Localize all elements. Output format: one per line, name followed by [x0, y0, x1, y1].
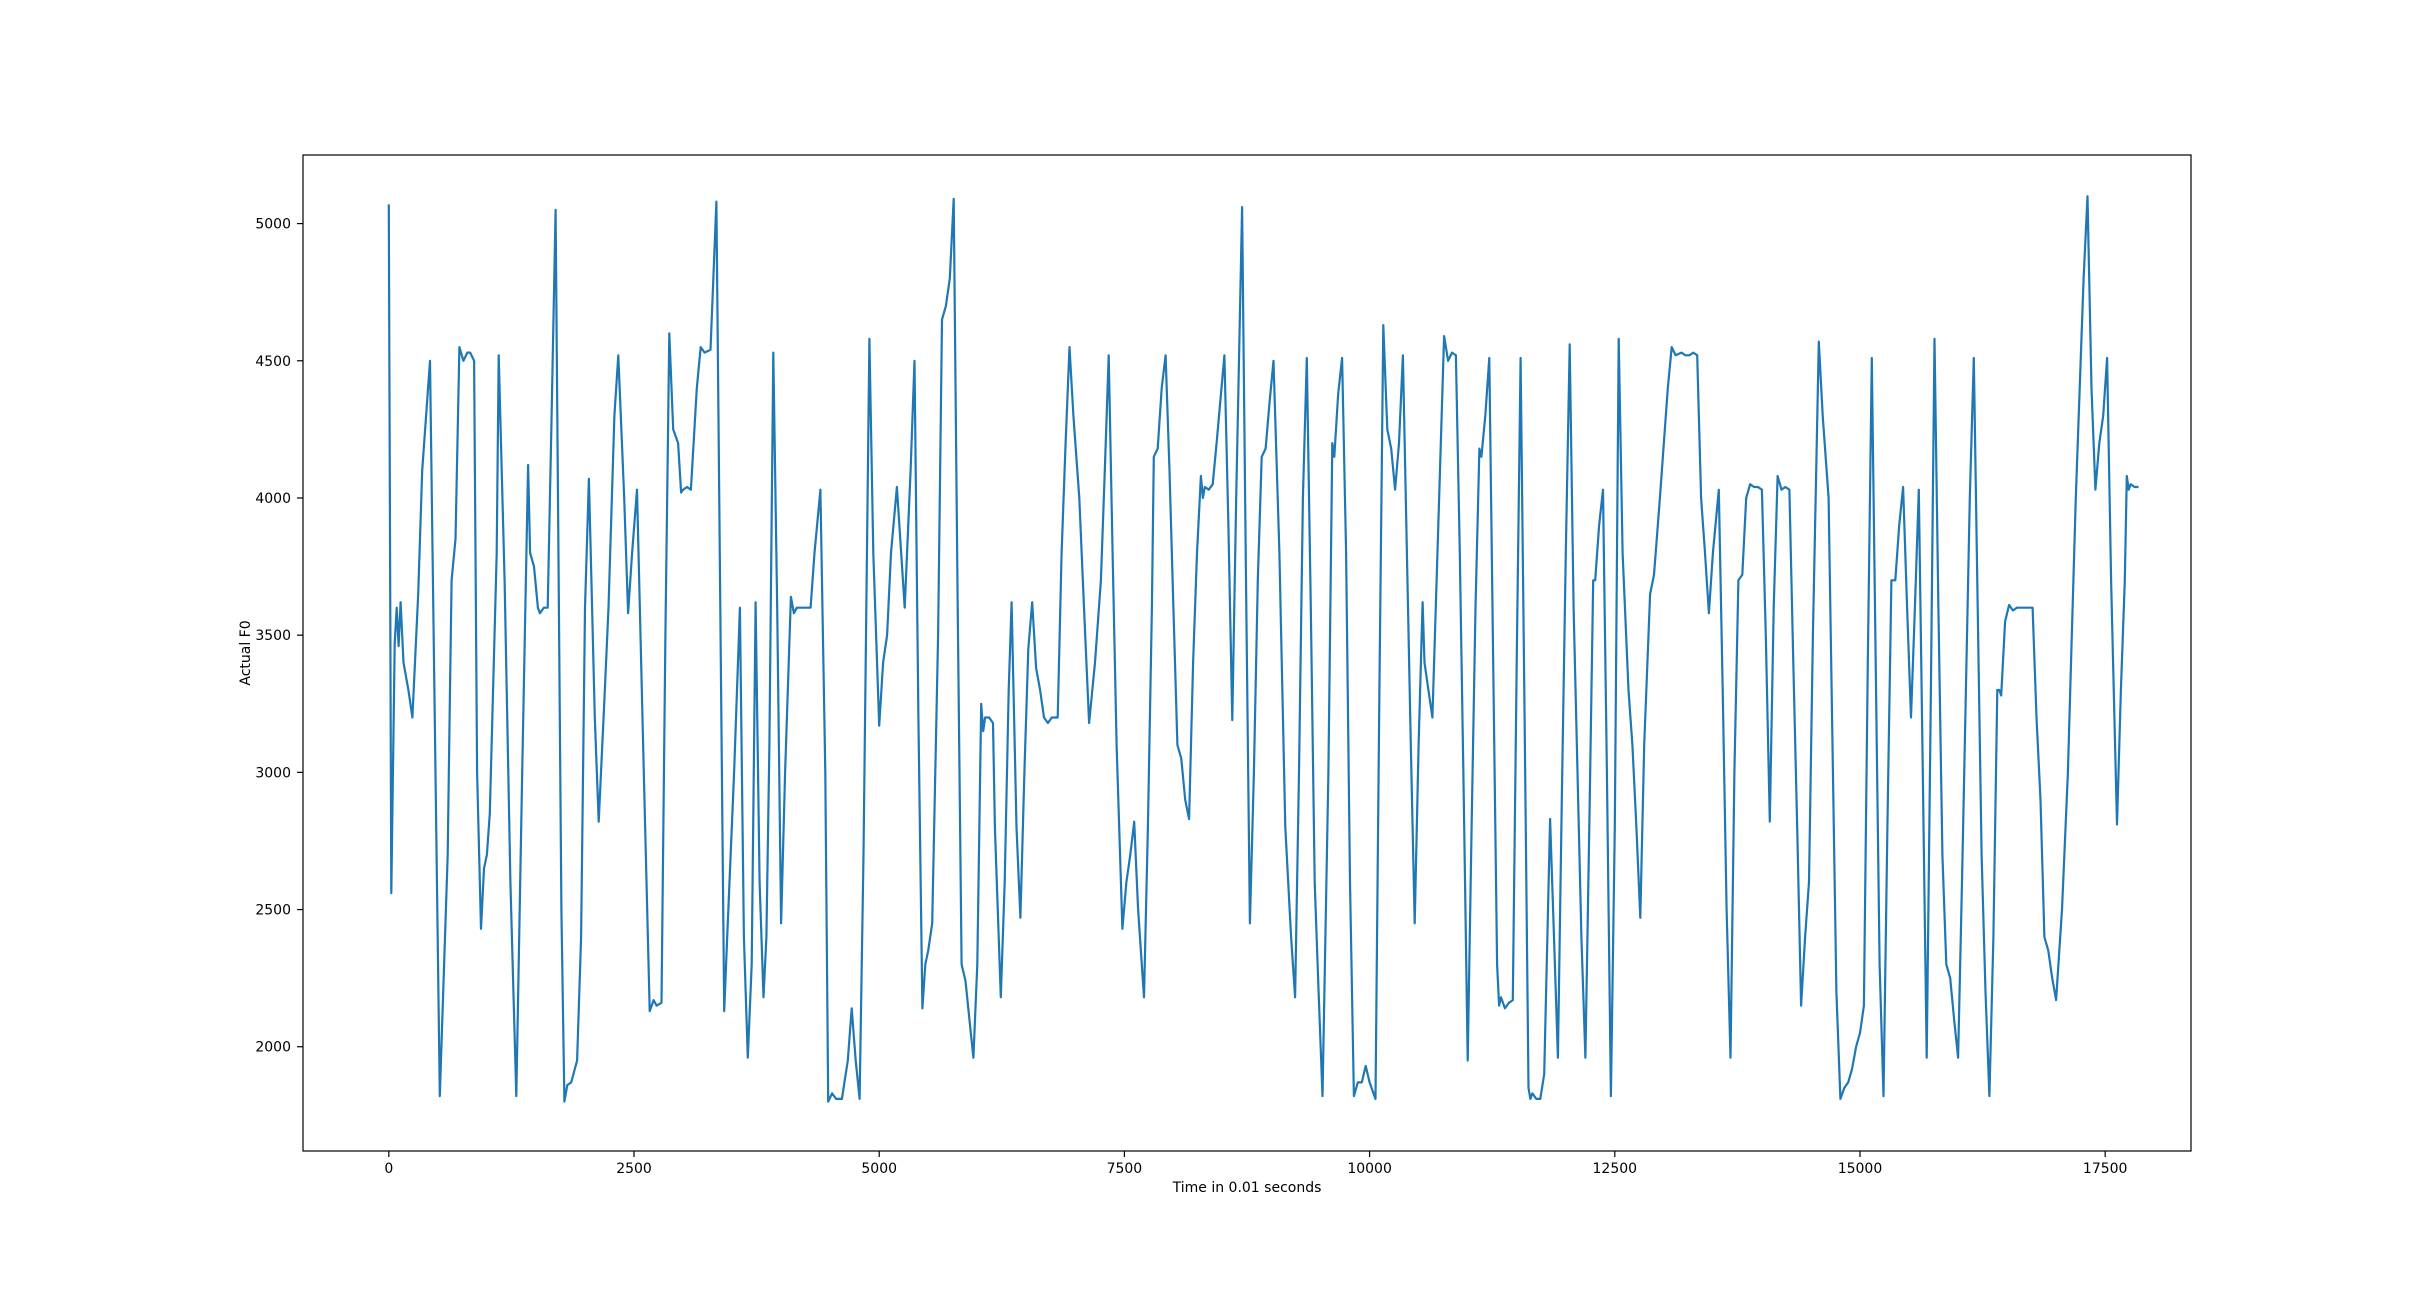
- x-tick-label: 7500: [1107, 1161, 1143, 1177]
- x-tick-label: 10000: [1347, 1161, 1392, 1177]
- x-tick-label: 0: [384, 1161, 393, 1177]
- x-tick-label: 17500: [2083, 1161, 2128, 1177]
- tick-layer: 0 2500 5000 7500 10000 12500 15000 17500 2000 250…: [255, 217, 2127, 1177]
- x-tick-label: 15000: [1838, 1161, 1883, 1177]
- y-tick-label: 2000: [255, 1040, 291, 1056]
- y-tick-label: 4000: [255, 491, 291, 507]
- y-axis-label: Actual F0: [238, 620, 254, 685]
- x-tick-label: 5000: [861, 1161, 897, 1177]
- y-tick-label: 5000: [255, 217, 291, 233]
- x-axis-label: Time in 0.01 seconds: [1172, 1180, 1322, 1196]
- plot-frame: [302, 154, 2192, 1152]
- series-layer: [387, 195, 2139, 1103]
- y-tick-label: 3500: [255, 628, 291, 644]
- y-tick-label: 2500: [255, 903, 291, 919]
- y-tick-label: 3000: [255, 765, 291, 781]
- y-tick-label: 4500: [255, 354, 291, 370]
- x-tick-label: 2500: [616, 1161, 652, 1177]
- f0-series-line-0: [387, 195, 2139, 1103]
- x-tick-label: 12500: [1593, 1161, 1638, 1177]
